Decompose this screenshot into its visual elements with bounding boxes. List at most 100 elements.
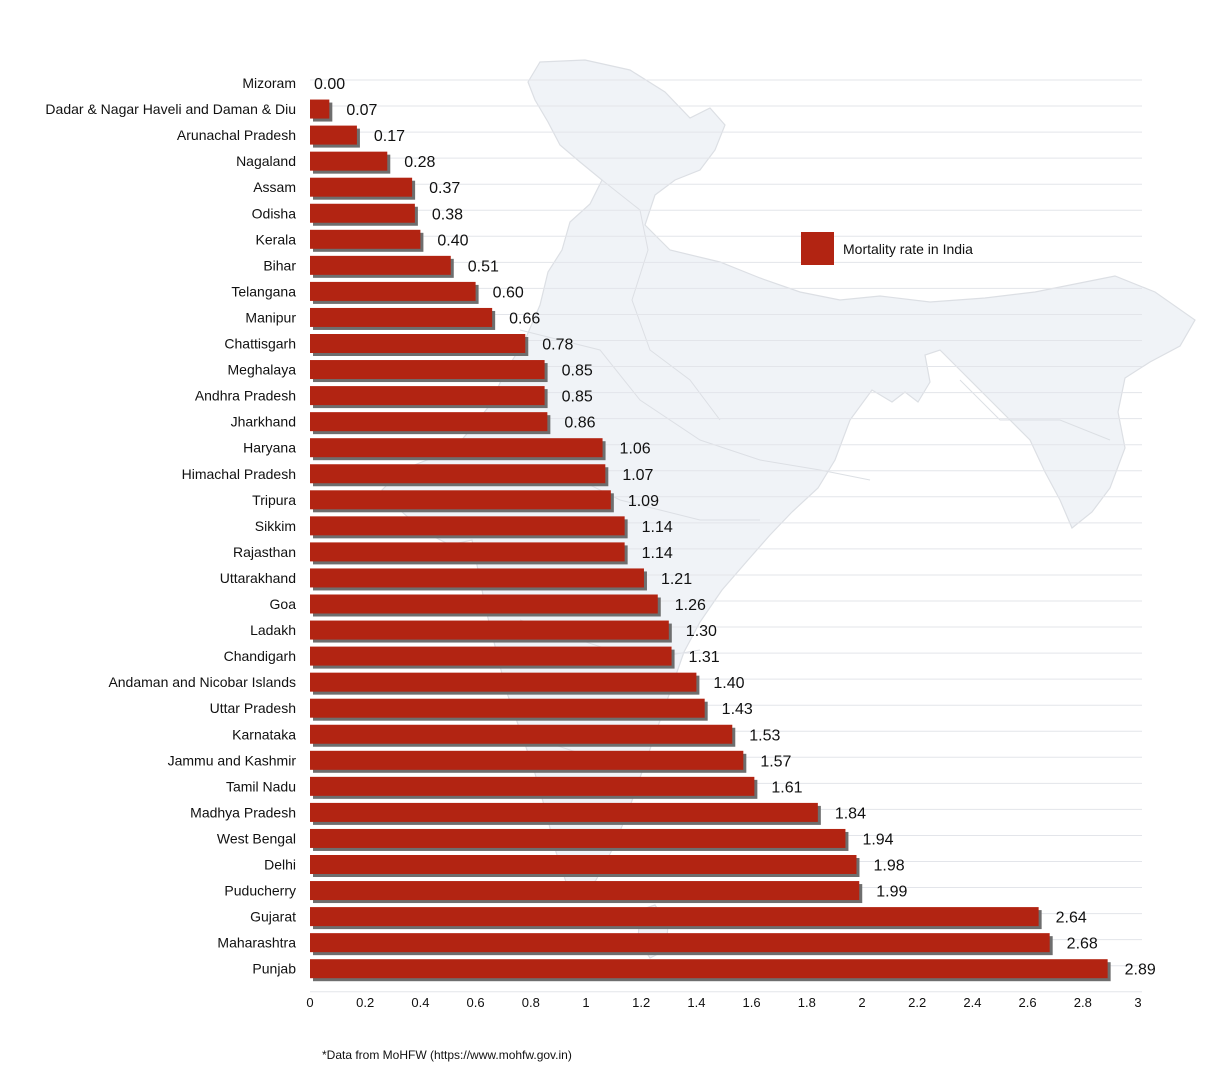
- bar: [310, 802, 818, 822]
- value-label: 1.98: [873, 858, 904, 875]
- legend-swatch: [801, 232, 834, 265]
- category-label: Andaman and Nicobar Islands: [108, 674, 296, 690]
- category-label: Ladakh: [250, 622, 296, 638]
- value-label: 0.85: [562, 389, 593, 406]
- bar: [310, 99, 330, 119]
- footnote: *Data from MoHFW (https://www.mohfw.gov.…: [322, 1048, 572, 1062]
- category-label: West Bengal: [217, 830, 296, 846]
- category-label: Himachal Pradesh: [182, 466, 296, 482]
- x-tick-label: 1.6: [743, 995, 761, 1010]
- x-tick-label: 2.2: [908, 995, 926, 1010]
- category-label: Kerala: [256, 231, 297, 247]
- value-label: 1.53: [749, 727, 780, 744]
- category-label: Odisha: [252, 205, 297, 221]
- x-tick-label: 0.6: [467, 995, 485, 1010]
- category-label: Goa: [270, 596, 297, 612]
- bar: [310, 490, 611, 510]
- value-label: 0.17: [374, 128, 405, 145]
- bar: [310, 568, 644, 588]
- x-tick-label: 1.4: [687, 995, 705, 1010]
- bar: [310, 776, 755, 796]
- x-tick-label: 2.4: [963, 995, 981, 1010]
- value-label: 2.68: [1067, 936, 1098, 953]
- category-label: Rajasthan: [233, 544, 296, 560]
- category-label: Assam: [253, 179, 296, 195]
- value-label: 0.00: [314, 76, 345, 93]
- bar: [310, 177, 413, 197]
- bar: [310, 594, 658, 614]
- category-label: Uttar Pradesh: [210, 700, 296, 716]
- value-label: 0.78: [542, 337, 573, 354]
- bar: [310, 881, 860, 901]
- category-labels: Mizoram Dadar & Nagar Haveli and Daman & …: [45, 75, 296, 977]
- x-tick-label: 1: [582, 995, 589, 1010]
- category-label: Gujarat: [250, 909, 296, 925]
- value-label: 2.89: [1125, 962, 1156, 979]
- x-tick-label: 2.8: [1074, 995, 1092, 1010]
- bar: [310, 203, 415, 223]
- value-label: 1.14: [642, 519, 673, 536]
- value-label: 1.61: [771, 779, 802, 796]
- legend: Mortality rate in India: [801, 232, 973, 265]
- bar: [310, 307, 493, 327]
- value-label: 1.26: [675, 597, 706, 614]
- value-label: 0.40: [437, 232, 468, 249]
- bar: [310, 151, 388, 171]
- category-label: Bihar: [263, 257, 296, 273]
- value-label: 1.06: [620, 441, 651, 458]
- value-label: 1.94: [862, 831, 893, 848]
- bar: [310, 360, 545, 380]
- value-label: 1.30: [686, 623, 717, 640]
- bar: [310, 750, 744, 770]
- value-label: 1.99: [876, 884, 907, 901]
- category-label: Dadar & Nagar Haveli and Daman & Diu: [45, 101, 296, 117]
- value-label: 1.21: [661, 571, 692, 588]
- legend-label: Mortality rate in India: [843, 241, 973, 257]
- bar: [310, 464, 606, 484]
- category-label: Sikkim: [255, 518, 296, 534]
- bar: [310, 334, 526, 353]
- x-tick-label: 2.6: [1019, 995, 1037, 1010]
- bar: [310, 438, 603, 458]
- bar: [310, 907, 1039, 927]
- bar: [310, 959, 1108, 979]
- bar: [310, 516, 625, 536]
- value-labels: 0.000.07 0.17 0.28 0.37 0.38 0.400.51 0.60 0.66…: [314, 76, 1156, 979]
- category-label: Telangana: [231, 283, 296, 299]
- value-label: 1.40: [713, 675, 744, 692]
- bar: [310, 698, 705, 718]
- bar: [310, 255, 451, 275]
- x-tick-label: 3: [1134, 995, 1141, 1010]
- bar: [310, 620, 669, 640]
- value-label: 0.07: [346, 102, 377, 119]
- x-tick-label: 2: [858, 995, 865, 1010]
- bar: [310, 412, 548, 432]
- category-label: Andhra Pradesh: [195, 388, 296, 404]
- value-label: 0.60: [493, 284, 524, 301]
- category-label: Madhya Pradesh: [190, 804, 296, 820]
- bar: [310, 542, 625, 562]
- value-label: 1.43: [722, 701, 753, 718]
- bar: [310, 672, 697, 692]
- x-tick-label: 0: [306, 995, 313, 1010]
- category-label: Mizoram: [242, 75, 296, 91]
- category-label: Maharashtra: [217, 935, 296, 951]
- x-tick-label: 0.2: [356, 995, 374, 1010]
- value-label: 1.57: [760, 753, 791, 770]
- value-label: 0.86: [564, 415, 595, 432]
- x-axis: 0 0.2 0.4 0.6 0.8 1 1.2 1.4 1.6 1.8 2 2.2 2.4 2.6 2.8 3: [306, 995, 1141, 1010]
- value-label: 0.66: [509, 310, 540, 327]
- value-label: 1.07: [622, 467, 653, 484]
- value-label: 2.64: [1056, 910, 1087, 927]
- category-label: Meghalaya: [228, 362, 297, 378]
- bar: [310, 855, 857, 874]
- value-label: 1.09: [628, 493, 659, 510]
- category-label: Punjab: [252, 961, 296, 977]
- category-label: Jammu and Kashmir: [168, 752, 297, 768]
- category-label: Chattisgarh: [224, 336, 296, 352]
- bar: [310, 724, 733, 744]
- bar: [310, 125, 357, 145]
- bars: [310, 99, 1111, 982]
- x-tick-label: 0.4: [411, 995, 429, 1010]
